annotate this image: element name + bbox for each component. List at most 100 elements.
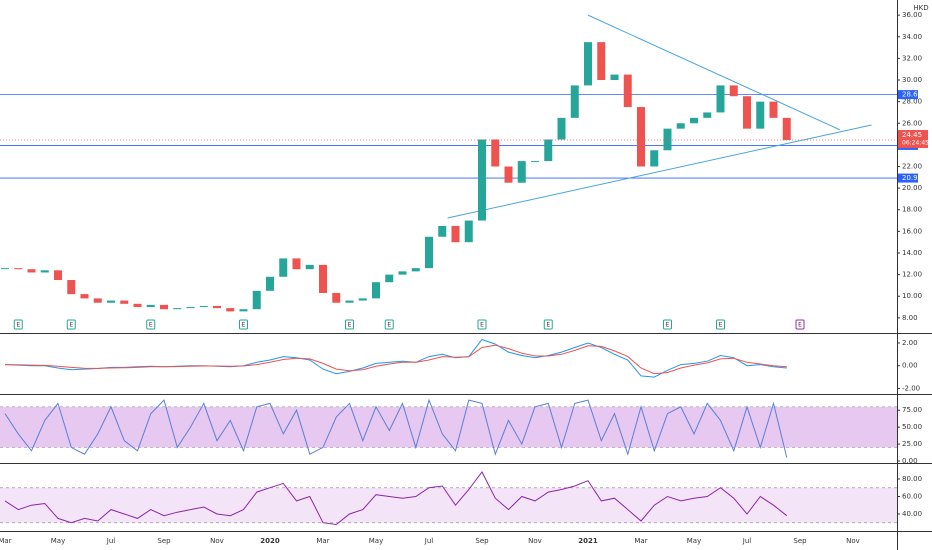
x-tick-label: 2021 xyxy=(578,537,598,545)
y-tick-label: -2.00 xyxy=(902,384,920,392)
event-label: E xyxy=(480,322,484,329)
y-tick-label: 20.00 xyxy=(902,184,922,192)
event-label: E xyxy=(387,322,391,329)
indicator-line xyxy=(4,344,787,375)
candle xyxy=(676,123,685,129)
candle xyxy=(226,308,235,312)
indicator-band xyxy=(0,487,897,523)
last-price-label: 24.45 xyxy=(902,131,922,139)
event-box xyxy=(384,319,394,330)
candle xyxy=(120,300,129,304)
event-label: E xyxy=(242,322,246,329)
event-marker: E xyxy=(663,319,672,330)
event-label: E xyxy=(546,322,550,329)
y-tick-label: 25.00 xyxy=(902,440,922,448)
level-label: 28.65 xyxy=(902,91,922,99)
event-box xyxy=(477,319,487,330)
trendline xyxy=(587,14,840,131)
candle xyxy=(637,107,645,167)
event-marker: E xyxy=(345,319,354,330)
indicator-line xyxy=(4,338,787,378)
event-box xyxy=(13,319,23,330)
candle xyxy=(690,117,698,124)
candle xyxy=(570,85,579,118)
candle xyxy=(451,225,460,243)
x-tick-label: Nov xyxy=(210,537,224,545)
candle xyxy=(610,74,619,81)
level-label-box xyxy=(898,90,918,100)
candle xyxy=(517,161,526,183)
event-box xyxy=(543,319,553,330)
candle xyxy=(425,236,433,269)
candle xyxy=(623,74,632,108)
x-tick-label: Sep xyxy=(157,537,171,545)
candle xyxy=(398,271,407,275)
candle xyxy=(478,139,486,221)
indicator-line xyxy=(4,398,788,458)
x-tick-label: Jul xyxy=(106,537,116,545)
candle xyxy=(160,304,168,310)
candle xyxy=(584,42,592,86)
event-box xyxy=(345,319,354,330)
y-tick-label: 32.00 xyxy=(902,54,922,62)
x-tick-label: Mar xyxy=(316,537,329,545)
y-tick-label: 10.00 xyxy=(902,292,922,300)
event-marker: E xyxy=(13,319,23,330)
candle xyxy=(663,128,672,151)
candle xyxy=(385,274,394,283)
event-marker: E xyxy=(239,319,248,330)
candle xyxy=(650,150,659,167)
candle xyxy=(199,305,208,308)
y-tick-label: 30.00 xyxy=(902,76,922,84)
candle xyxy=(319,264,327,293)
candle xyxy=(80,294,89,299)
candle xyxy=(345,300,354,303)
y-tick-label: 0.00 xyxy=(902,362,918,370)
candle xyxy=(491,139,500,167)
candle xyxy=(146,304,155,308)
y-tick-label: 28.00 xyxy=(902,98,922,106)
candle xyxy=(716,85,725,113)
y-tick-label: 36.00 xyxy=(902,11,922,19)
candle xyxy=(292,258,301,270)
y-tick-label: 0.00 xyxy=(902,457,918,465)
candle xyxy=(54,270,62,281)
event-marker: E xyxy=(795,319,805,330)
candle xyxy=(239,309,248,312)
x-tick-label: Mar xyxy=(0,537,12,545)
candle xyxy=(531,161,539,163)
candle xyxy=(1,268,9,270)
event-label: E xyxy=(69,322,73,329)
level-label-box xyxy=(898,173,918,183)
y-tick-label: 26.00 xyxy=(902,119,922,127)
event-label: E xyxy=(149,322,153,329)
y-tick-label: 16.00 xyxy=(902,227,922,235)
indicator-line xyxy=(4,471,788,526)
event-marker: E xyxy=(146,319,156,330)
event-marker: E xyxy=(543,319,553,330)
candle xyxy=(597,42,606,81)
candle xyxy=(252,290,261,310)
candle xyxy=(67,280,76,295)
event-box xyxy=(66,319,76,330)
event-label: E xyxy=(16,322,20,329)
y-tick-label: 22.00 xyxy=(902,163,922,171)
event-label: E xyxy=(798,322,802,329)
event-box xyxy=(716,319,725,330)
x-tick-label: Jul xyxy=(742,537,752,545)
y-tick-label: 14.00 xyxy=(902,249,922,257)
countdown-label: 06:24:45 xyxy=(902,140,929,147)
candle xyxy=(703,112,712,118)
y-tick-label: 40.00 xyxy=(902,510,922,518)
candle xyxy=(769,101,778,118)
candle xyxy=(133,303,142,308)
candle xyxy=(305,264,314,270)
candle xyxy=(464,220,473,243)
x-tick-label: Mar xyxy=(634,537,647,545)
last-price-box xyxy=(898,130,928,149)
candle xyxy=(186,307,195,309)
x-tick-label: Sep xyxy=(475,537,489,545)
candle xyxy=(504,166,513,183)
